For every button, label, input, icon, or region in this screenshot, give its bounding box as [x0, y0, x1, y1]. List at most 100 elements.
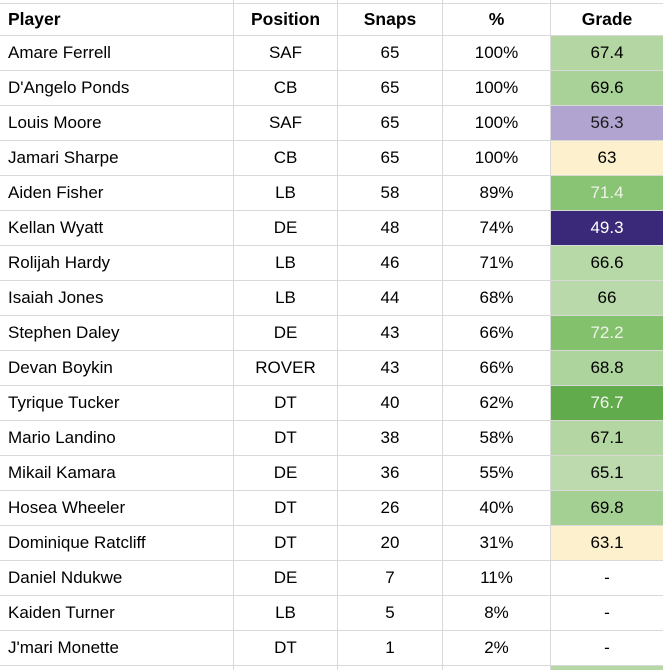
- cell-grade[interactable]: 71.4: [550, 176, 663, 210]
- cell-grade[interactable]: 56.3: [550, 106, 663, 140]
- cell-grade[interactable]: 72.2: [550, 316, 663, 350]
- cell-position[interactable]: DT: [233, 526, 337, 560]
- cell-grade[interactable]: 69.6: [550, 71, 663, 105]
- cell-pct[interactable]: 2%: [442, 631, 550, 665]
- cell-grade[interactable]: 65.1: [550, 456, 663, 490]
- cell-grade[interactable]: 66.6: [550, 246, 663, 280]
- cell-pct[interactable]: 58%: [442, 421, 550, 455]
- cell-snaps[interactable]: 46: [337, 246, 442, 280]
- cell-player[interactable]: Amare Ferrell: [8, 43, 111, 62]
- cell-grade[interactable]: 76.7: [550, 386, 663, 420]
- cell-snaps[interactable]: 44: [337, 281, 442, 315]
- cell-snaps[interactable]: 43: [337, 351, 442, 385]
- header-grade[interactable]: Grade: [550, 4, 663, 35]
- cell-grade[interactable]: 67.1: [550, 421, 663, 455]
- cell-grade[interactable]: -: [550, 561, 663, 595]
- cell-snaps[interactable]: 43: [337, 316, 442, 350]
- cell-player[interactable]: Hosea Wheeler: [8, 498, 126, 517]
- cell-snaps[interactable]: 5: [337, 596, 442, 630]
- cell-player[interactable]: Kaiden Turner: [8, 603, 115, 622]
- cell-snaps[interactable]: 38: [337, 421, 442, 455]
- cell-player[interactable]: Tyrique Tucker: [8, 393, 120, 412]
- cell-snaps[interactable]: 48: [337, 211, 442, 245]
- cell-player[interactable]: Isaiah Jones: [8, 288, 104, 307]
- cell-player[interactable]: Louis Moore: [8, 113, 102, 132]
- cell-snaps[interactable]: 1: [337, 631, 442, 665]
- cell-pct[interactable]: 100%: [442, 36, 550, 70]
- cell-position[interactable]: DE: [233, 456, 337, 490]
- cell-position[interactable]: DE: [233, 316, 337, 350]
- cell-player[interactable]: Stephen Daley: [8, 323, 120, 342]
- cell-snaps[interactable]: 40: [337, 386, 442, 420]
- cell-pct[interactable]: 100%: [442, 106, 550, 140]
- cell-position[interactable]: LB: [233, 246, 337, 280]
- cell-grade[interactable]: 67.4: [550, 36, 663, 70]
- cell-grade[interactable]: 49.3: [550, 211, 663, 245]
- cell-position[interactable]: LB: [233, 176, 337, 210]
- cell-player[interactable]: Mikail Kamara: [8, 463, 116, 482]
- cell-player[interactable]: Daniel Ndukwe: [8, 568, 123, 587]
- cell-snaps[interactable]: 7: [337, 561, 442, 595]
- cell-player[interactable]: Dominique Ratcliff: [8, 533, 146, 552]
- cell-pct[interactable]: 66%: [442, 316, 550, 350]
- cell-pct[interactable]: 100%: [442, 141, 550, 175]
- table-row: Rolijah Hardy LB 46 71% 66.6: [0, 246, 663, 281]
- cell-grade[interactable]: -: [550, 596, 663, 630]
- cell-pct[interactable]: 62%: [442, 386, 550, 420]
- cell-player[interactable]: D'Angelo Ponds: [8, 78, 130, 97]
- cell-player[interactable]: J'mari Monette: [8, 638, 119, 657]
- cell-snaps[interactable]: 26: [337, 491, 442, 525]
- cell-snaps[interactable]: 58: [337, 176, 442, 210]
- cell-pct[interactable]: 31%: [442, 526, 550, 560]
- cell-position[interactable]: LB: [233, 281, 337, 315]
- cell-player[interactable]: Kellan Wyatt: [8, 218, 104, 237]
- cell-position[interactable]: CB: [233, 141, 337, 175]
- cell-player[interactable]: Mario Landino: [8, 428, 116, 447]
- cell-pct[interactable]: 8%: [442, 596, 550, 630]
- header-position[interactable]: Position: [233, 4, 337, 35]
- cell-position[interactable]: DT: [233, 631, 337, 665]
- cell-pct[interactable]: 66%: [442, 351, 550, 385]
- cell-grade[interactable]: -: [550, 631, 663, 665]
- cell-snaps[interactable]: 65: [337, 71, 442, 105]
- cell-position[interactable]: DT: [233, 421, 337, 455]
- cell-pct[interactable]: 40%: [442, 491, 550, 525]
- header-snaps[interactable]: Snaps: [337, 4, 442, 35]
- cell-pct[interactable]: 11%: [442, 561, 550, 595]
- header-row: Player Position Snaps % Grade: [0, 4, 663, 36]
- cell-position[interactable]: SAF: [233, 36, 337, 70]
- table-row: Hosea Wheeler DT 26 40% 69.8: [0, 491, 663, 526]
- cell-position[interactable]: DT: [233, 386, 337, 420]
- cell-grade[interactable]: 63: [550, 141, 663, 175]
- partial-cell: [337, 0, 442, 3]
- cell-grade[interactable]: 63.1: [550, 526, 663, 560]
- cell-pct[interactable]: 71%: [442, 246, 550, 280]
- cell-pct[interactable]: 68%: [442, 281, 550, 315]
- cell-pct[interactable]: 89%: [442, 176, 550, 210]
- cell-position[interactable]: DT: [233, 491, 337, 525]
- cell-snaps[interactable]: 65: [337, 106, 442, 140]
- cell-snaps[interactable]: 36: [337, 456, 442, 490]
- cell-grade[interactable]: 66: [550, 281, 663, 315]
- cell-player[interactable]: Rolijah Hardy: [8, 253, 111, 272]
- cell-position[interactable]: LB: [233, 596, 337, 630]
- header-player[interactable]: Player: [8, 9, 61, 29]
- cell-pct[interactable]: 55%: [442, 456, 550, 490]
- header-pct[interactable]: %: [442, 4, 550, 35]
- table-row: Dominique Ratcliff DT 20 31% 63.1: [0, 526, 663, 561]
- cell-player[interactable]: Devan Boykin: [8, 358, 113, 377]
- cell-snaps[interactable]: 65: [337, 141, 442, 175]
- cell-position[interactable]: DE: [233, 561, 337, 595]
- cell-position[interactable]: ROVER: [233, 351, 337, 385]
- cell-player[interactable]: Jamari Sharpe: [8, 148, 119, 167]
- cell-position[interactable]: DE: [233, 211, 337, 245]
- cell-pct[interactable]: 74%: [442, 211, 550, 245]
- cell-pct[interactable]: 100%: [442, 71, 550, 105]
- cell-snaps[interactable]: 20: [337, 526, 442, 560]
- cell-grade[interactable]: 69.8: [550, 491, 663, 525]
- cell-position[interactable]: CB: [233, 71, 337, 105]
- cell-player[interactable]: Aiden Fisher: [8, 183, 104, 202]
- cell-position[interactable]: SAF: [233, 106, 337, 140]
- cell-grade[interactable]: 68.8: [550, 351, 663, 385]
- cell-snaps[interactable]: 65: [337, 36, 442, 70]
